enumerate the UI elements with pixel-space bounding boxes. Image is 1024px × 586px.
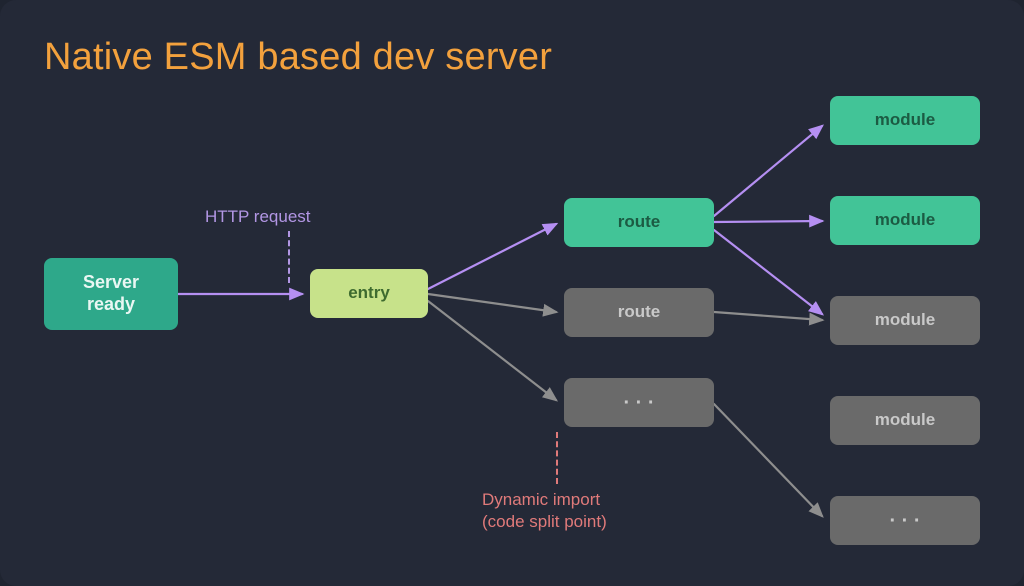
node-route-more: · · · [564, 378, 714, 427]
edge-route_active-to-module_a [714, 126, 822, 216]
edge-route_inactive-to-module_c [714, 312, 822, 320]
edge-entry-to-route_inactive [428, 294, 556, 312]
edge-route_active-to-module_c [714, 230, 822, 314]
node-route-active: route [564, 198, 714, 247]
node-module-a: module [830, 96, 980, 145]
node-module-b: module [830, 196, 980, 245]
node-server-ready: Server ready [44, 258, 178, 330]
annotation-http-request-line [288, 231, 290, 283]
annotation-dynamic-import: Dynamic import (code split point) [482, 489, 607, 533]
diagram-canvas: Native ESM based dev server Server ready… [0, 0, 1024, 586]
node-module-d: module [830, 396, 980, 445]
node-module-more: · · · [830, 496, 980, 545]
edge-entry-to-route_active [428, 224, 556, 289]
annotation-http-request: HTTP request [205, 206, 311, 228]
node-route-inactive: route [564, 288, 714, 337]
annotation-dynamic-import-line1: Dynamic import [482, 490, 600, 509]
edge-entry-to-route_more [428, 301, 556, 400]
annotation-dynamic-import-line [556, 432, 558, 484]
annotation-http-request-label: HTTP request [205, 207, 311, 226]
edge-route_active-to-module_b [714, 221, 822, 222]
node-entry: entry [310, 269, 428, 318]
diagram-title: Native ESM based dev server [44, 36, 552, 79]
edge-route_more-to-module_more [714, 404, 822, 516]
annotation-dynamic-import-line2: (code split point) [482, 512, 607, 531]
node-module-c: module [830, 296, 980, 345]
